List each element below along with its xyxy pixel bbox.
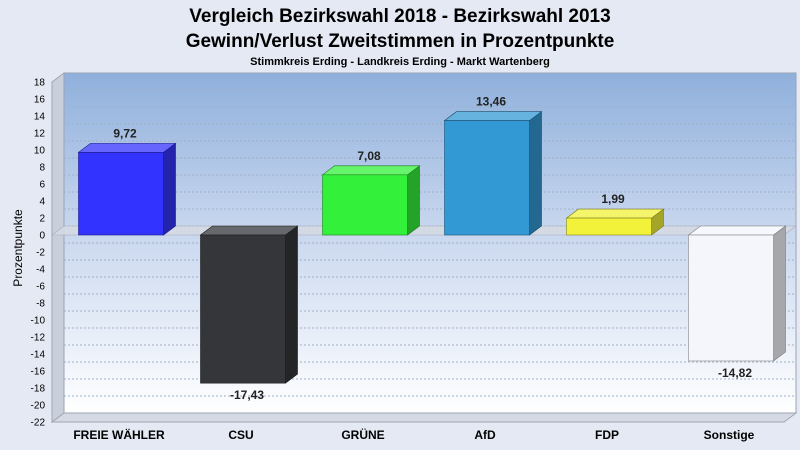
bar-top — [321, 165, 421, 176]
gridlines — [64, 89, 796, 397]
chart-title: Vergleich Bezirkswahl 2018 - Bezirkswahl… — [189, 6, 610, 27]
category-label: GRÜNE — [341, 427, 384, 442]
y-tick-label: 8 — [39, 163, 45, 174]
y-tick-label: 10 — [34, 146, 46, 157]
bar-fdp — [565, 208, 665, 236]
bar-front — [78, 152, 164, 236]
bar-afd — [443, 110, 543, 236]
y-tick-label: -6 — [36, 282, 45, 293]
y-tick-label: -14 — [31, 350, 46, 361]
chart-subtitle: Gewinn/Verlust Zweitstimmen in Prozentpu… — [186, 31, 615, 52]
y-axis-label: Prozentpunkte — [11, 209, 25, 287]
bar-side — [529, 110, 542, 236]
bar-side — [407, 165, 420, 236]
y-tick-label: -4 — [36, 265, 45, 276]
y-tick-label: -22 — [31, 418, 46, 429]
bar-top — [687, 225, 787, 236]
y-tick-label: 14 — [34, 112, 46, 123]
category-label: Sonstige — [704, 428, 755, 442]
y-tick-label: -8 — [36, 299, 45, 310]
y-tick-label: 4 — [39, 197, 45, 208]
y-tick-label: 16 — [34, 95, 46, 106]
y-tick-label: 0 — [39, 231, 45, 242]
bar-top — [565, 208, 665, 219]
plot-side-wall — [51, 72, 65, 423]
value-label: 7,08 — [357, 149, 381, 163]
bar-top — [443, 111, 543, 121]
bar-top — [77, 143, 177, 153]
value-label: -14,82 — [718, 366, 752, 380]
bar-side — [773, 225, 786, 362]
y-tick-label: 18 — [34, 78, 46, 89]
bar-sonstige — [687, 225, 787, 362]
value-label: 13,46 — [476, 95, 506, 109]
chart-caption: Stimmkreis Erding - Landkreis Erding - M… — [250, 56, 550, 68]
y-tick-label: 6 — [39, 180, 45, 191]
category-label: FREIE WÄHLER — [73, 427, 165, 442]
bar-front — [200, 234, 286, 384]
bar-freie-wähler — [77, 142, 177, 236]
y-tick-label: -2 — [36, 248, 45, 259]
value-labels: 9,72 -17,43 7,08 13,46 1,99 -14,82 — [113, 95, 752, 403]
bar-front — [566, 217, 652, 236]
value-label: 1,99 — [601, 192, 625, 206]
y-tick-label: -18 — [31, 384, 46, 395]
bar-front — [322, 174, 408, 236]
y-tick-label: -20 — [31, 401, 46, 412]
value-label: -17,43 — [230, 388, 264, 402]
bar-grüne — [321, 165, 421, 236]
y-tick-label: -12 — [31, 333, 46, 344]
bar-front — [444, 120, 530, 236]
category-labels: FREIE WÄHLER CSU GRÜNE AfD FDP Sonstige — [73, 427, 754, 442]
bar-top — [199, 225, 299, 236]
y-tick-label: -16 — [31, 367, 46, 378]
bar-side — [163, 142, 176, 236]
bar-front — [688, 234, 774, 362]
y-tick-label: -10 — [31, 316, 46, 327]
y-axis-ticks: -22-20-18-16-14-12-10-8-6-4-202468101214… — [31, 78, 46, 429]
value-label: 9,72 — [113, 126, 137, 140]
plot-floor — [50, 412, 798, 423]
category-label: CSU — [228, 428, 253, 442]
bar-side — [285, 225, 298, 384]
y-tick-label: 12 — [34, 129, 46, 140]
category-label: FDP — [595, 428, 619, 442]
category-label: AfD — [474, 428, 496, 442]
bars — [77, 110, 787, 384]
y-tick-label: 2 — [39, 214, 45, 225]
bar-csu — [199, 225, 299, 384]
